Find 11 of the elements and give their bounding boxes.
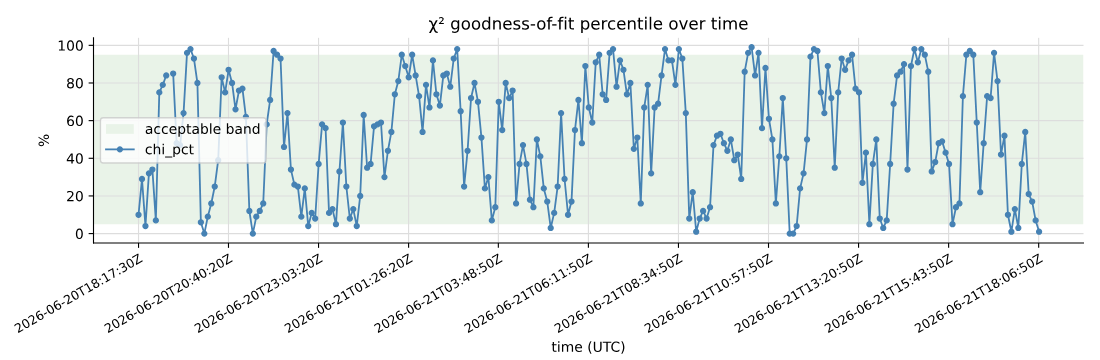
legend-label: chi_pct [145, 143, 194, 158]
band-label: acceptable band [145, 123, 260, 137]
chart-title: χ² goodness-of-fit percentile over time [429, 16, 748, 33]
y-tick-label: 80 [67, 77, 83, 89]
y-tick-label: 40 [66, 153, 83, 164]
y-tick-label: 100 [58, 40, 83, 51]
y-tick-label: 20 [67, 190, 83, 202]
x-axis-title: time (UTC) [551, 341, 625, 354]
y-tick-label: 60 [67, 115, 83, 127]
y-axis-title: % [38, 134, 50, 147]
y-tick-label: 0 [75, 228, 83, 240]
